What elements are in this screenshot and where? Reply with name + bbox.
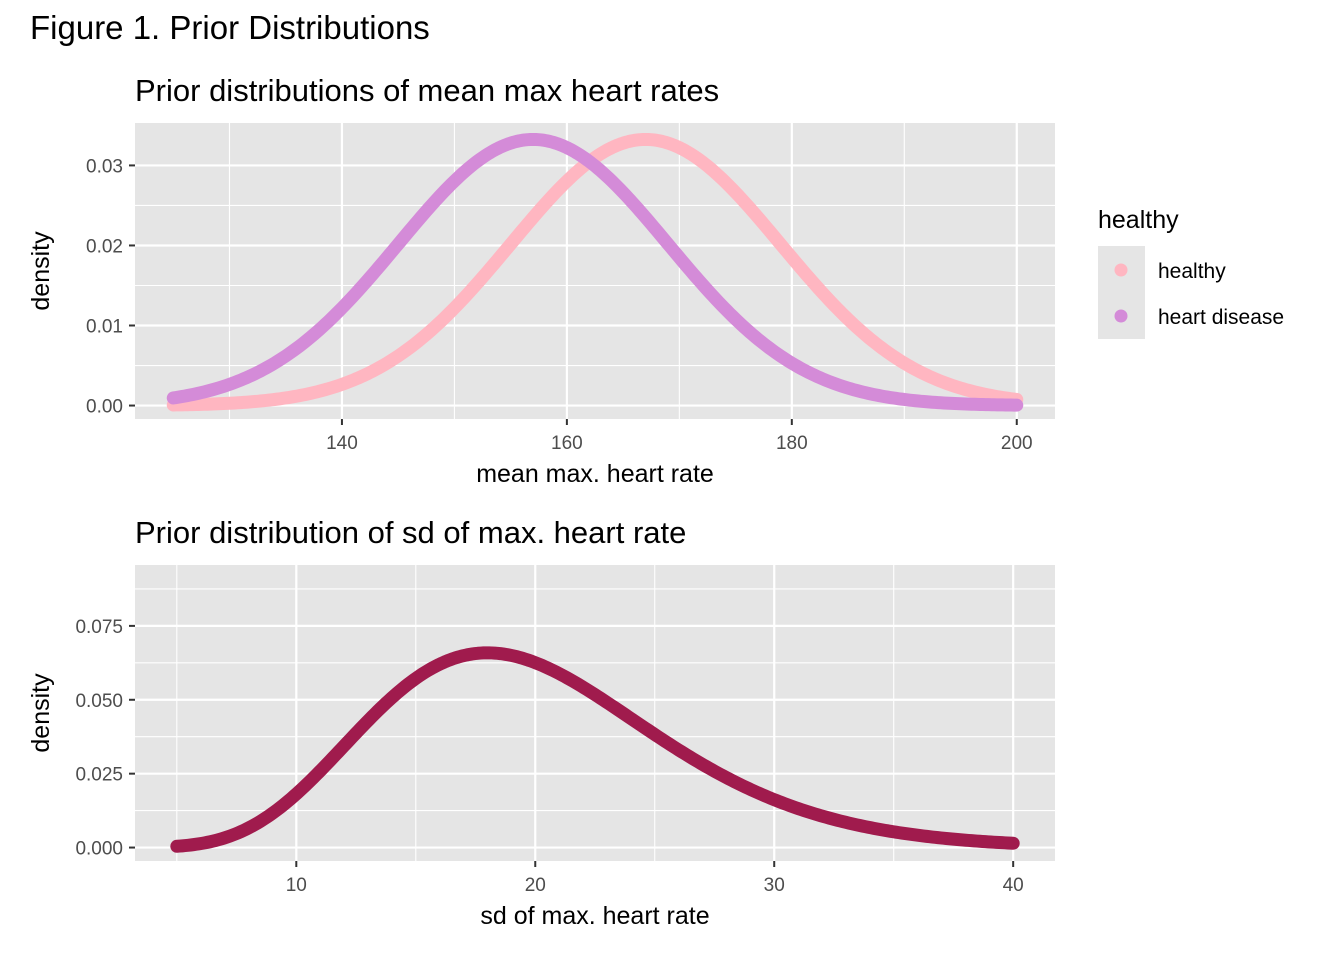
y-tick-label: 0.00: [86, 397, 123, 418]
legend-label-heart-disease: heart disease: [1158, 306, 1284, 329]
grid-lines: [135, 565, 1055, 861]
x-tick-label: 160: [551, 433, 583, 454]
x-axis-label: sd of max. heart rate: [480, 902, 709, 930]
y-tick-label: 0.03: [86, 156, 123, 177]
y-tick-label: 0.01: [86, 317, 123, 338]
x-tick-label: 140: [326, 433, 358, 454]
plot-panel: [135, 565, 1055, 861]
chart-title: Prior distribution of sd of max. heart r…: [135, 515, 686, 550]
figure-title: Figure 1. Prior Distributions: [30, 9, 430, 46]
legend-label-healthy: healthy: [1158, 260, 1226, 283]
x-tick-label: 180: [776, 433, 808, 454]
legend-key-healthy: [1114, 263, 1128, 277]
x-tick-label: 30: [764, 875, 785, 896]
legend-key-heart-disease: [1114, 309, 1128, 323]
series-line-heart-disease: [166, 132, 1024, 412]
x-axis-label: mean max. heart rate: [476, 460, 714, 488]
axis-ticks: 140 160 180 200 0.00 0.01 0.02 0.03: [86, 156, 1033, 454]
x-tick-label: 20: [525, 875, 546, 896]
chart-title: Prior distributions of mean max heart ra…: [135, 73, 719, 108]
y-tick-label: 0.02: [86, 236, 123, 257]
legend: healthy healthy heart disease: [1098, 206, 1284, 339]
series-line-sd-prior: [170, 646, 1020, 853]
chart-sd-heart-rate: Prior distribution of sd of max. heart r…: [27, 515, 1055, 930]
y-axis-label: density: [27, 673, 55, 753]
chart-mean-heart-rate: Prior distributions of mean max heart ra…: [27, 73, 1055, 488]
x-tick-label: 40: [1003, 875, 1024, 896]
y-axis-label: density: [27, 231, 55, 311]
axis-ticks: 10 20 30 40 0.000 0.025 0.050 0.075: [75, 617, 1023, 896]
series-line-healthy: [166, 132, 1024, 412]
y-tick-label: 0.075: [75, 617, 123, 638]
y-tick-label: 0.000: [75, 839, 123, 860]
legend-title: healthy: [1098, 206, 1179, 234]
x-tick-label: 10: [286, 875, 307, 896]
y-tick-label: 0.025: [75, 765, 123, 786]
data-series: [170, 646, 1020, 853]
data-series: [166, 132, 1024, 412]
legend-key-bg: [1098, 246, 1145, 339]
x-tick-label: 200: [1001, 433, 1033, 454]
y-tick-label: 0.050: [75, 691, 123, 712]
